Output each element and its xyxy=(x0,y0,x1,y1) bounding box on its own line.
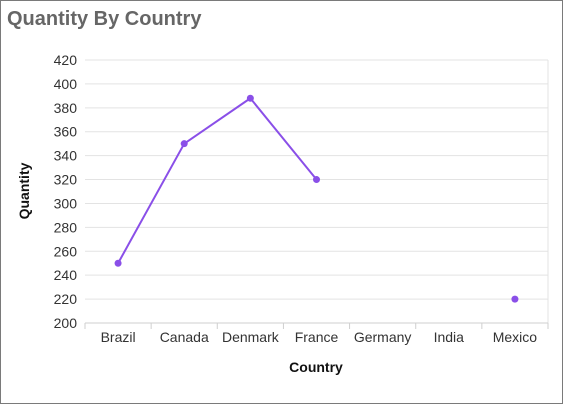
chart-title: Quantity By Country xyxy=(7,8,202,30)
y-tick-label: 320 xyxy=(54,172,78,188)
x-tick-label: India xyxy=(434,329,465,345)
x-tick-label: Mexico xyxy=(493,329,538,345)
data-point-mexico[interactable] xyxy=(511,295,519,303)
data-point-brazil[interactable] xyxy=(114,259,122,267)
grid-lines xyxy=(85,59,549,324)
y-tick-label: 380 xyxy=(54,100,78,116)
y-tick-label: 340 xyxy=(54,148,78,164)
y-tick-label: 200 xyxy=(54,315,78,331)
x-tick-label: Germany xyxy=(354,329,412,345)
y-axis-title: Quantity xyxy=(16,162,32,219)
y-tick-label: 240 xyxy=(54,267,78,283)
series-quantity xyxy=(114,94,519,303)
y-tick-label: 360 xyxy=(54,124,78,140)
y-tick-label: 300 xyxy=(54,195,78,211)
x-axis-title: Country xyxy=(289,359,343,375)
x-tick-label: Brazil xyxy=(101,329,136,345)
y-axis: 200 220 240 260 280 300 320 340 360 380 400 420 xyxy=(54,52,78,331)
data-point-canada[interactable] xyxy=(180,140,188,148)
y-tick-label: 220 xyxy=(54,291,78,307)
x-tick-label: France xyxy=(295,329,339,345)
x-tick-label: Canada xyxy=(160,329,209,345)
series-line xyxy=(117,97,318,264)
y-tick-label: 280 xyxy=(54,219,78,235)
y-tick-label: 420 xyxy=(54,52,78,68)
data-point-denmark[interactable] xyxy=(246,94,254,102)
x-axis: Brazil Canada Denmark France Germany India Mex… xyxy=(84,322,549,345)
y-tick-label: 400 xyxy=(54,76,78,92)
y-tick-label: 260 xyxy=(54,243,78,259)
x-tick-label: Denmark xyxy=(222,329,280,345)
data-point-france[interactable] xyxy=(313,176,320,184)
